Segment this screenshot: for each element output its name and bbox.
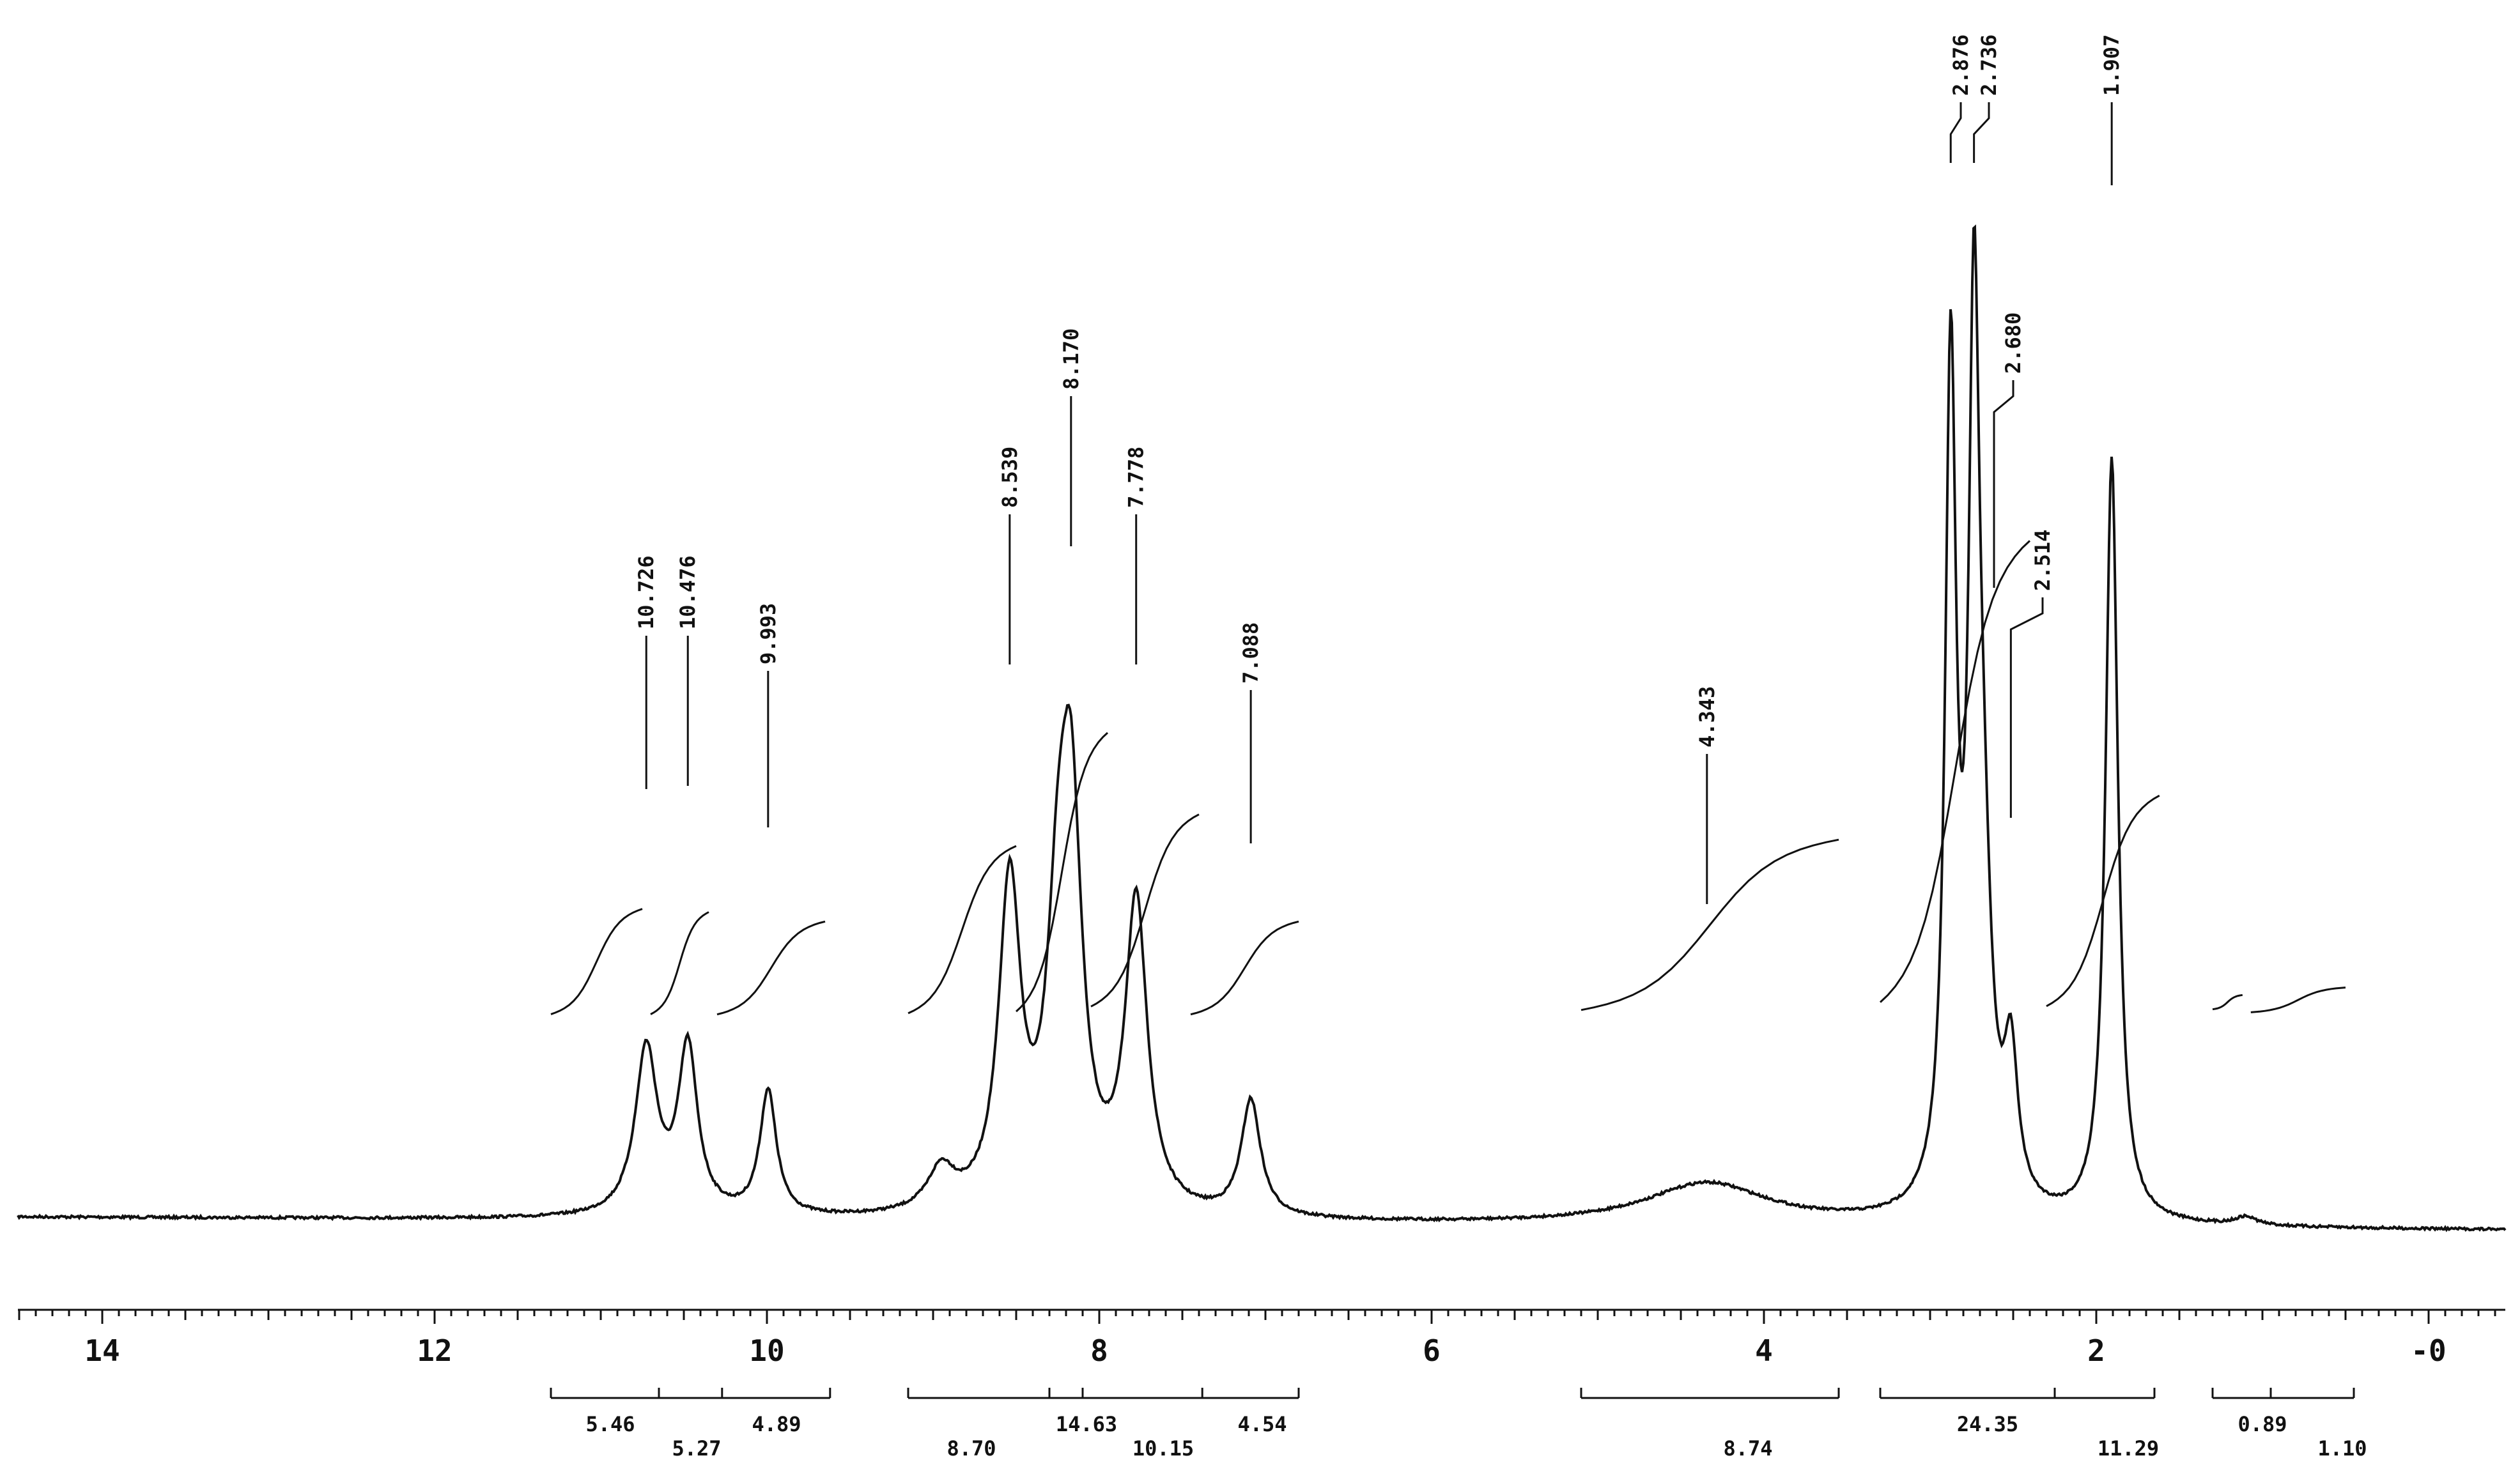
x-tick-label-4: 6: [1423, 1333, 1441, 1368]
peak-leader-8: [1949, 102, 1962, 163]
integral-curve-7: [1581, 838, 1839, 1011]
integral-curve-11: [2250, 987, 2346, 1013]
ppm-axis: 14 12 10 8 6 4 2 -0: [18, 1309, 2505, 1368]
peak-label-3: 8.539: [998, 447, 1022, 508]
spectrum-trace: [17, 224, 2507, 1232]
x-tick-label-5: 4: [1755, 1333, 1773, 1368]
x-tick-label-3: 8: [1090, 1333, 1108, 1368]
integral-curve-9: [2046, 794, 2160, 1008]
integral-curve-5: [1090, 813, 1200, 1008]
integral-value-6: 4.54: [1237, 1412, 1287, 1436]
peak-leader-10: [1993, 380, 2014, 588]
peak-label-10: 2.680: [2001, 312, 2025, 374]
integral-value-3: 8.70: [947, 1436, 996, 1461]
peak-label-12: 1.907: [2099, 35, 2124, 96]
integral-curve-8: [1879, 540, 2031, 1003]
x-tick-label-1: 12: [417, 1333, 452, 1368]
integral-curve-0: [550, 908, 643, 1015]
x-tick-label-2: 10: [749, 1333, 784, 1368]
integral-value-2: 4.89: [752, 1412, 801, 1436]
x-tick-label-7: -0: [2411, 1333, 2446, 1368]
integral-curve-10: [2212, 994, 2243, 1011]
x-tick-label-0: 14: [84, 1333, 120, 1368]
integral-value-0: 5.46: [585, 1412, 635, 1436]
peak-label-6: 7.088: [1239, 622, 1263, 684]
integral-brackets: 5.46 5.27 4.89 8.70 14.63 10.15 4.54 8.74 24.35 1…: [550, 1388, 2367, 1461]
peak-label-7: 4.343: [1695, 686, 1719, 748]
peak-label-2: 9.993: [756, 603, 780, 664]
spectrum-series-line: [17, 224, 2507, 1232]
peak-label-4: 8.170: [1059, 328, 1083, 390]
integral-curve-4: [1015, 732, 1109, 1013]
integral-value-9: 11.29: [2098, 1436, 2159, 1461]
integral-value-10: 0.89: [2238, 1412, 2287, 1436]
peak-leader-11: [2009, 597, 2044, 818]
x-tick-label-6: 2: [2087, 1333, 2105, 1368]
peak-label-11: 2.514: [2030, 530, 2055, 591]
peak-leader-9: [1973, 102, 1990, 163]
integral-value-5: 10.15: [1132, 1436, 1194, 1461]
integral-curve-3: [908, 845, 1017, 1015]
peak-label-8: 2.876: [1949, 35, 1973, 96]
peak-labels: 10.726 10.476 9.993 8.539 8.170 7.778 7.088 4.3…: [634, 35, 2124, 904]
integral-curves: [550, 540, 2346, 1016]
integral-curve-1: [650, 911, 709, 1015]
integral-value-1: 5.27: [672, 1436, 721, 1461]
integral-value-4: 14.63: [1056, 1412, 1117, 1436]
integral-value-8: 24.35: [1957, 1412, 2018, 1436]
peak-label-1: 10.476: [676, 555, 700, 629]
integral-value-7: 8.74: [1723, 1436, 1772, 1461]
peak-label-5: 7.778: [1124, 447, 1148, 508]
integral-value-11: 1.10: [2317, 1436, 2367, 1461]
integral-curve-6: [1190, 920, 1299, 1016]
peak-label-0: 10.726: [634, 555, 658, 629]
integral-curve-2: [716, 920, 826, 1016]
peak-label-9: 2.736: [1977, 35, 2001, 96]
